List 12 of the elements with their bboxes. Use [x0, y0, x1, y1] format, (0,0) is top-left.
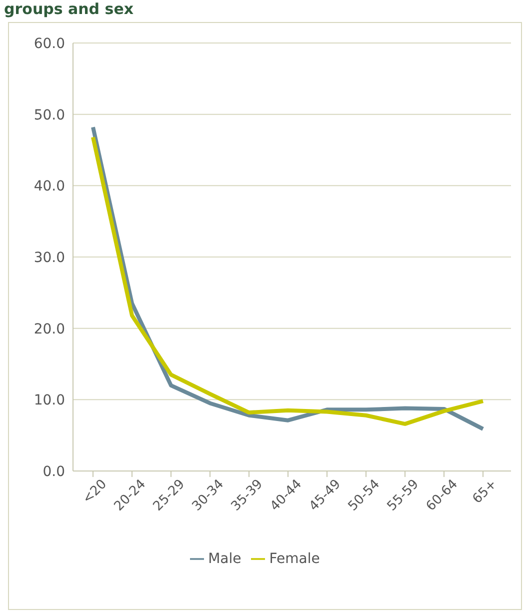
y-tick-label: 20.0: [34, 321, 65, 338]
y-tick-label: 60.0: [34, 36, 65, 52]
legend-label: Female: [269, 551, 320, 567]
chart-title: groups and sex: [4, 0, 134, 18]
x-tick-label: 65+: [470, 476, 500, 507]
x-tick-label: <20: [80, 476, 110, 507]
y-tick-label: 10.0: [34, 392, 65, 409]
legend-label: Male: [208, 551, 242, 567]
y-tick-label: 0.0: [42, 464, 65, 480]
y-tick-label: 30.0: [34, 250, 65, 266]
y-tick-label: 40.0: [34, 178, 65, 195]
y-tick-label: 50.0: [34, 107, 65, 124]
